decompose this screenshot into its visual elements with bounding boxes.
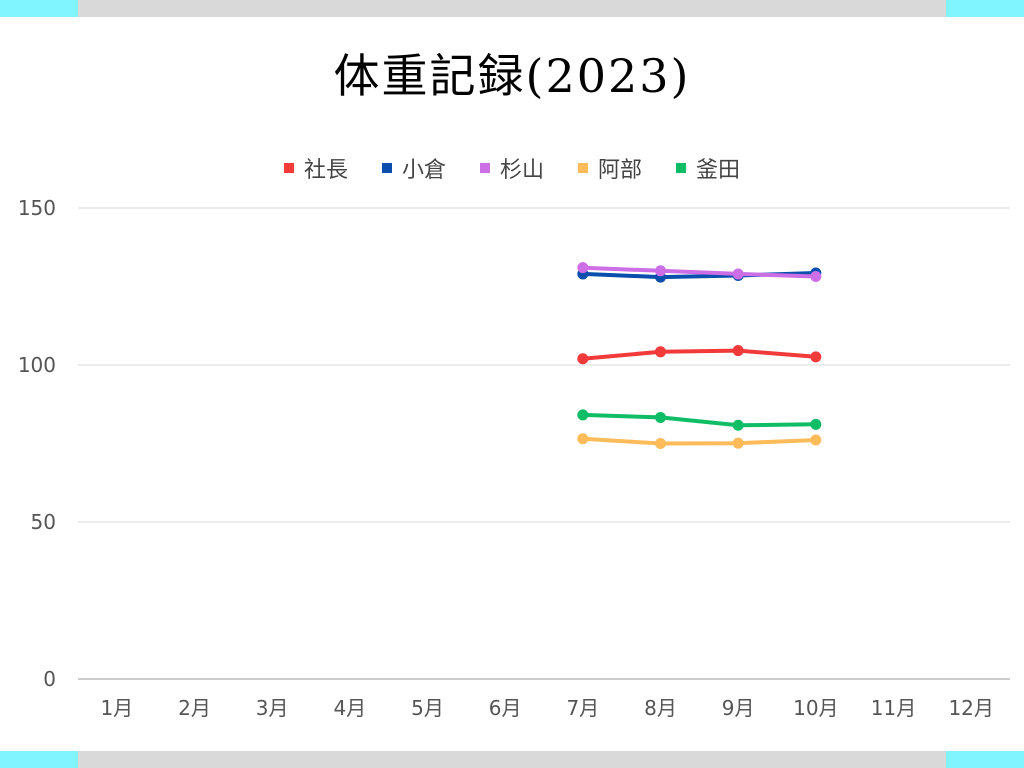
legend-label: 小倉 <box>401 158 446 183</box>
top-left-accent <box>0 0 78 17</box>
series-line-4 <box>580 412 818 428</box>
data-point <box>810 418 822 430</box>
y-tick-label: 0 <box>43 667 56 691</box>
data-point <box>655 438 666 449</box>
chart-legend: 社長 小倉 杉山 阿部 釜田 <box>0 152 1024 184</box>
legend-item: 杉山 <box>479 152 544 184</box>
data-point <box>810 270 822 282</box>
data-point <box>655 346 666 358</box>
x-tick-label: 6月 <box>489 696 522 720</box>
legend-swatch <box>479 163 490 173</box>
legend-swatch <box>676 163 687 173</box>
legend-label: 杉山 <box>499 158 544 183</box>
legend-label: 阿部 <box>598 158 643 183</box>
x-tick-label: 3月 <box>256 696 289 720</box>
data-point <box>577 409 589 421</box>
legend-item: 小倉 <box>381 152 446 184</box>
x-tick-label: 1月 <box>100 696 133 720</box>
x-tick-label: 7月 <box>566 696 599 720</box>
x-tick-label: 10月 <box>793 696 838 720</box>
series-line-3 <box>580 436 818 446</box>
x-tick-label: 4月 <box>333 696 366 720</box>
legend-swatch <box>578 163 588 173</box>
series-line-0 <box>580 348 818 361</box>
legend-item: 阿部 <box>578 152 642 184</box>
chart-title: 体重記録(2023) <box>333 49 691 103</box>
bottom-band <box>0 751 1024 768</box>
data-point <box>732 419 744 431</box>
data-point <box>655 265 666 277</box>
data-point <box>577 433 589 445</box>
top-band <box>0 0 1024 17</box>
x-tick-label: 11月 <box>871 696 916 720</box>
top-right-accent <box>946 0 1024 17</box>
data-point <box>577 262 589 274</box>
x-tick-label: 9月 <box>722 696 755 720</box>
x-tick-label: 8月 <box>644 696 677 720</box>
x-tick-label: 5月 <box>411 696 444 720</box>
data-point <box>810 351 822 363</box>
series-line-2 <box>580 265 818 279</box>
x-tick-label: 2月 <box>178 696 211 720</box>
bottom-right-accent <box>946 751 1024 768</box>
data-point <box>810 434 822 446</box>
y-tick-label: 100 <box>18 353 56 377</box>
legend-label: 釜田 <box>696 158 741 183</box>
data-point <box>655 411 666 423</box>
legend-swatch <box>283 163 294 173</box>
bottom-left-accent <box>0 751 78 768</box>
data-point <box>732 268 744 280</box>
legend-swatch <box>381 163 392 173</box>
y-tick-label: 50 <box>31 510 56 534</box>
data-point <box>732 345 744 357</box>
legend-item: 釜田 <box>676 152 740 184</box>
y-tick-label: 150 <box>18 196 56 220</box>
data-point <box>732 437 744 449</box>
legend-item: 社長 <box>283 152 348 184</box>
data-point <box>577 353 589 365</box>
x-tick-label: 12月 <box>948 696 993 720</box>
legend-label: 社長 <box>303 158 348 183</box>
